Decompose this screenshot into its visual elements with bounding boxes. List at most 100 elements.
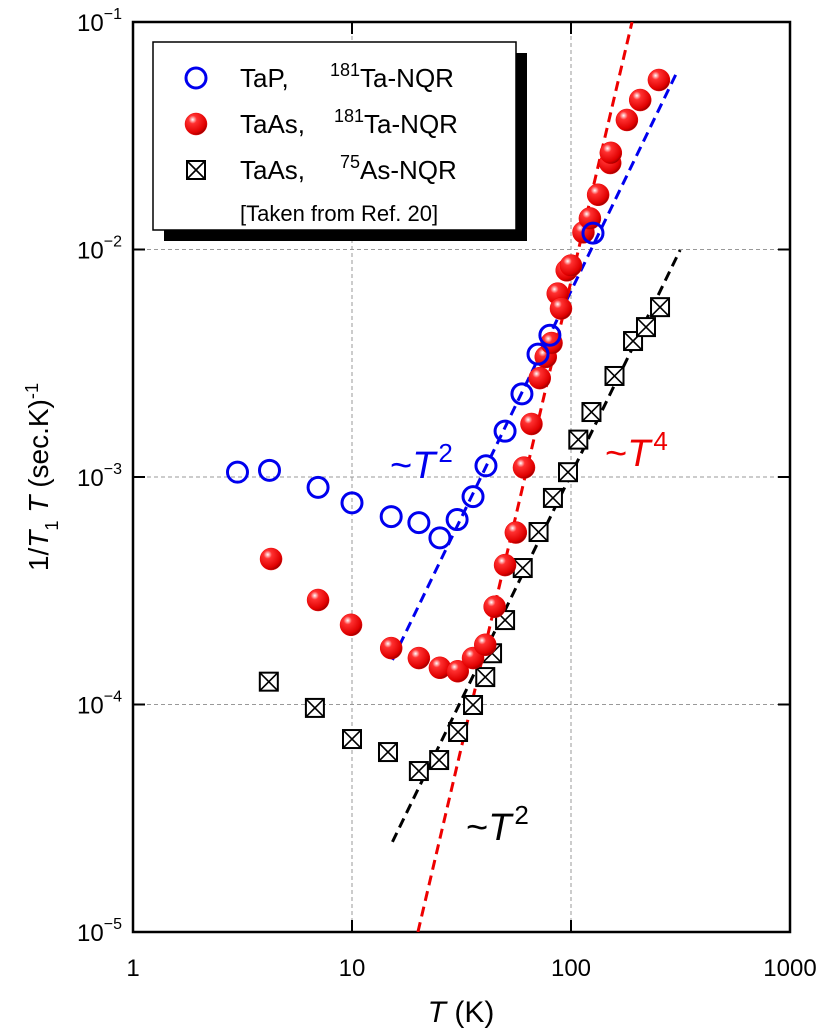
y-tick-exponent: −3 xyxy=(104,461,122,478)
label-part: -1 xyxy=(22,383,42,399)
fit-exponent: 2 xyxy=(438,438,452,468)
fit-var: T xyxy=(412,445,438,487)
point xyxy=(604,365,625,386)
point xyxy=(528,366,552,390)
point xyxy=(377,742,398,763)
marker-x xyxy=(528,522,549,542)
point xyxy=(225,460,249,484)
fit-prefix: ~ xyxy=(466,807,488,849)
fit-label: ~T 2 xyxy=(466,800,529,849)
legend-isotope: 181 xyxy=(334,106,364,126)
point xyxy=(258,671,279,692)
point xyxy=(586,183,610,207)
marker-x xyxy=(429,750,449,770)
point xyxy=(512,456,536,479)
marker-x xyxy=(186,160,206,180)
y-tick-base: 10 xyxy=(77,920,104,947)
marker-sphere xyxy=(512,456,536,479)
point xyxy=(510,382,534,406)
legend-label: TaAs, 75As-NQR xyxy=(240,152,457,185)
label-part: 1/ xyxy=(23,547,54,571)
marker-x xyxy=(342,729,362,749)
point xyxy=(615,108,639,132)
y-tick-base: 10 xyxy=(77,465,104,492)
legend-box xyxy=(152,41,517,231)
fit-prefix: ~ xyxy=(605,433,627,475)
marker-sphere xyxy=(559,254,583,277)
marker-sphere xyxy=(493,553,517,577)
marker-sphere xyxy=(628,88,652,112)
point xyxy=(340,491,364,515)
marker-sphere xyxy=(184,112,208,136)
x-tick-label: 1000 xyxy=(763,955,816,982)
label-part: T xyxy=(23,494,54,521)
point xyxy=(408,761,429,782)
y-axis-title: 1/T1 T (sec.K)-1 xyxy=(22,383,62,571)
point xyxy=(578,207,602,230)
label-part: T xyxy=(428,996,449,1029)
legend-name: TaAs, xyxy=(240,109,305,139)
marker-x xyxy=(558,462,578,482)
point xyxy=(306,588,330,612)
legend-marker xyxy=(186,160,206,180)
point xyxy=(581,402,602,423)
point xyxy=(581,221,605,245)
point xyxy=(475,667,496,688)
marker-sphere xyxy=(306,588,330,612)
marker-sphere xyxy=(259,547,283,571)
plot-frame xyxy=(131,20,792,934)
legend-nucleus: Ta-NQR xyxy=(364,109,458,139)
legend-marker xyxy=(184,66,208,90)
fit-prefix: ~ xyxy=(390,445,412,487)
fit-label: ~T 4 xyxy=(605,426,668,475)
marker-x xyxy=(604,366,625,386)
y-tick-label: 10−5 xyxy=(77,916,122,947)
marker-sphere xyxy=(528,366,552,390)
point xyxy=(379,636,403,660)
y-tick-exponent: −1 xyxy=(104,6,122,23)
marker-sphere xyxy=(474,633,497,657)
legend-nucleus: As-NQR xyxy=(360,155,457,185)
marker-sphere xyxy=(647,68,671,92)
marker-sphere xyxy=(407,646,431,670)
marker-x xyxy=(448,722,468,742)
point xyxy=(342,729,362,750)
legend-isotope: 75 xyxy=(340,152,360,172)
marker-circle xyxy=(526,342,550,366)
label-part: (sec.K) xyxy=(23,399,54,495)
point xyxy=(558,462,579,483)
x-axis-title: T (K) xyxy=(428,996,495,1029)
legend-label: TaAs, 181Ta-NQR xyxy=(240,106,458,139)
point xyxy=(520,412,543,436)
marker-sphere xyxy=(446,660,469,683)
marker-x xyxy=(259,672,279,692)
marker-x xyxy=(581,402,602,422)
marker-circle xyxy=(581,221,605,245)
point xyxy=(483,595,506,618)
marker-circle xyxy=(379,505,403,529)
marker-x xyxy=(305,698,325,718)
point xyxy=(474,633,497,657)
y-tick-label: 10−4 xyxy=(77,689,122,720)
point xyxy=(493,419,517,443)
marker-sphere xyxy=(549,297,573,320)
legend-name: TaP, xyxy=(240,63,289,93)
x-tick-label: 1 xyxy=(126,955,139,982)
point xyxy=(528,522,549,543)
y-tick-exponent: −4 xyxy=(104,689,122,706)
fit-exponent: 2 xyxy=(514,800,528,830)
legend-nucleus: Ta-NQR xyxy=(360,63,454,93)
y-tick-exponent: −2 xyxy=(104,234,122,251)
marker-circle xyxy=(306,475,330,499)
marker-circle xyxy=(257,458,281,482)
point xyxy=(559,254,583,277)
marker-circle xyxy=(493,419,517,443)
marker-sphere xyxy=(520,412,543,436)
marker-circle xyxy=(184,66,208,90)
point xyxy=(526,342,550,366)
marker-sphere xyxy=(379,636,403,660)
point xyxy=(304,697,325,718)
point xyxy=(428,526,452,550)
marker-x xyxy=(378,742,398,762)
